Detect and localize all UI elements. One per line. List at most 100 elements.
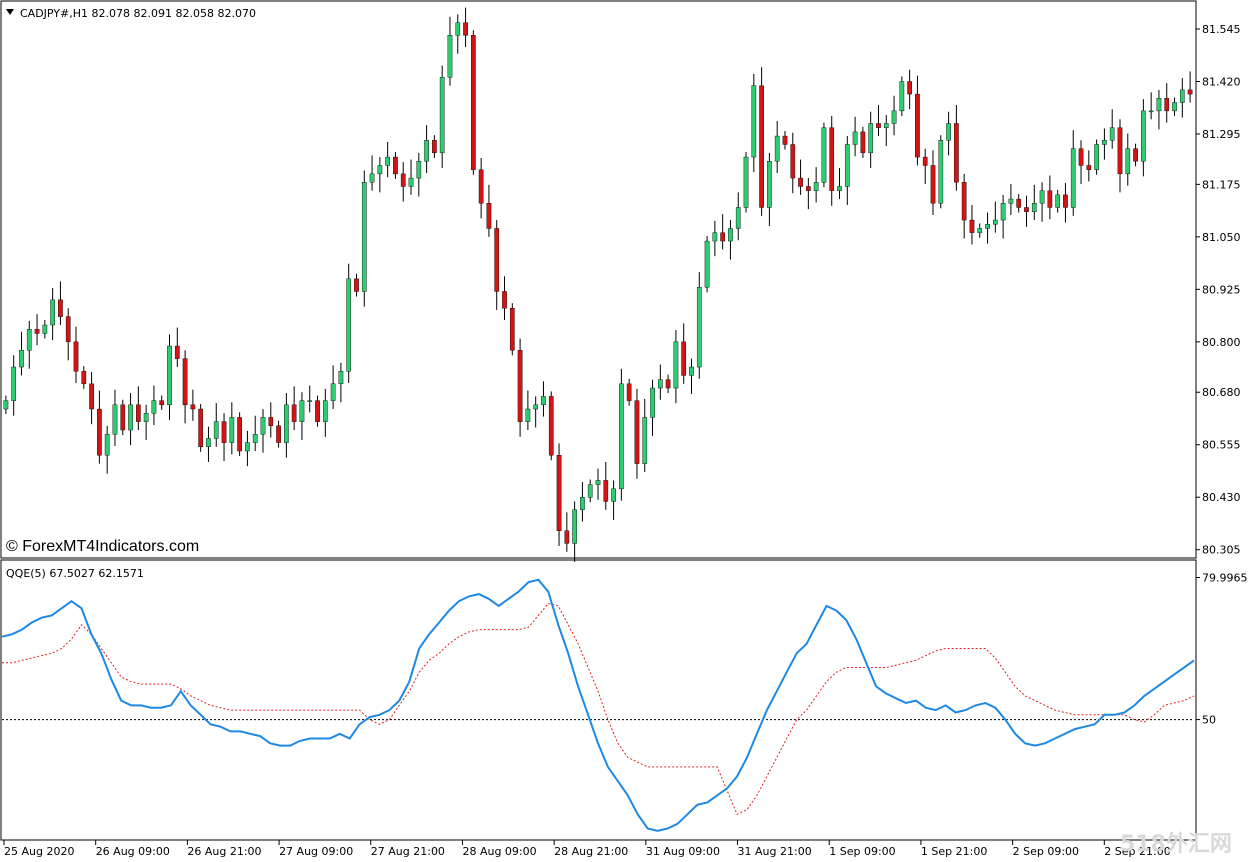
bull-candle <box>767 161 772 208</box>
bull-candle <box>1172 102 1177 112</box>
bear-candle <box>182 358 188 406</box>
bull-candle <box>1102 140 1107 145</box>
bear-candle <box>486 203 492 229</box>
bull-candle <box>525 408 531 422</box>
bull-candle <box>580 497 585 511</box>
bear-candle <box>954 123 959 183</box>
bull-candle <box>704 240 710 288</box>
bull-candle <box>673 341 679 389</box>
bear-candle <box>548 396 554 456</box>
bull-candle <box>1109 127 1115 141</box>
bull-candle <box>813 182 819 191</box>
bear-candle <box>494 228 500 292</box>
time-tick-label: 26 Aug 21:00 <box>187 845 261 858</box>
bull-candle <box>1039 190 1045 204</box>
bull-candle <box>696 287 702 368</box>
bull-candle <box>821 127 827 183</box>
bear-candle <box>73 341 79 372</box>
bull-candle <box>728 228 733 242</box>
bull-candle <box>650 387 655 418</box>
time-tick-label: 27 Aug 09:00 <box>279 845 353 858</box>
price-tick-label: 80.680 <box>1202 386 1241 399</box>
bull-candle <box>868 123 874 154</box>
bull-candle <box>361 182 367 292</box>
bull-candle <box>455 22 461 36</box>
indicator-panel-header: QQE(5) 67.5027 62.1571 <box>6 567 144 580</box>
time-tick-label: 26 Aug 09:00 <box>96 845 170 858</box>
price-tick-label: 81.420 <box>1202 75 1241 88</box>
bull-candle <box>260 417 266 435</box>
bull-candle <box>26 329 32 351</box>
time-tick-label: 28 Aug 09:00 <box>462 845 536 858</box>
time-tick-label: 31 Aug 09:00 <box>646 845 720 858</box>
bear-candle <box>922 156 928 166</box>
bull-candle <box>657 379 663 389</box>
bull-candle <box>751 85 757 158</box>
bull-candle <box>346 278 352 372</box>
bear-candle <box>634 400 640 464</box>
bear-candle <box>276 425 281 443</box>
bull-candle <box>1055 194 1061 208</box>
bear-candle <box>34 329 40 334</box>
bear-candle <box>876 123 881 128</box>
bull-candle <box>330 383 336 401</box>
bull-candle <box>112 404 118 435</box>
time-axis: 25 Aug 2020 26 Aug 09:00 26 Aug 21:00 27 Au… <box>3 840 1171 858</box>
bull-candle <box>642 417 648 464</box>
bull-candle <box>284 404 289 443</box>
bear-candle <box>291 404 297 422</box>
qqe-tick-label: 50 <box>1202 714 1216 727</box>
bear-candle <box>400 173 406 187</box>
bull-candle <box>307 400 313 402</box>
bear-candle <box>915 93 920 158</box>
bear-candle <box>1187 89 1193 95</box>
time-tick-label: 2 Sep 09:00 <box>1013 845 1079 858</box>
bull-candle <box>447 35 453 78</box>
indicator-panel-frame <box>0 559 1197 841</box>
bear-candle <box>268 417 274 427</box>
bear-candle <box>1117 127 1123 175</box>
bull-candle <box>50 299 55 326</box>
bear-candle <box>681 341 687 376</box>
bear-candle <box>829 127 835 191</box>
bear-candle <box>120 404 126 431</box>
price-axis: 81.545 81.420 81.295 81.175 81.050 80.925 80.8… <box>1196 23 1241 557</box>
bull-candle <box>541 396 546 406</box>
price-tick-label: 81.175 <box>1202 178 1241 191</box>
bear-candle <box>237 417 242 452</box>
bear-candle <box>97 408 102 456</box>
bear-candle <box>471 35 476 170</box>
bear-candle <box>159 400 165 406</box>
bull-candle <box>1070 148 1076 208</box>
bull-candle <box>377 165 383 175</box>
time-tick-label: 2 Sep 21:00 <box>1104 845 1170 858</box>
bull-candle <box>774 135 780 162</box>
bull-candle <box>151 400 157 414</box>
price-panel-frame <box>0 0 1197 559</box>
price-tick-label: 81.295 <box>1202 128 1241 141</box>
candlestick-series <box>3 7 1193 562</box>
time-tick-label: 1 Sep 09:00 <box>829 845 895 858</box>
bull-candle <box>852 131 858 145</box>
bear-candle <box>509 308 515 351</box>
price-tick-label: 81.545 <box>1202 23 1241 36</box>
bull-candle <box>619 383 624 490</box>
bull-candle <box>1008 198 1014 204</box>
bear-candle <box>556 455 562 532</box>
dropdown-triangle-icon[interactable] <box>6 9 14 15</box>
bull-candle <box>143 413 149 422</box>
bull-candle <box>3 400 9 410</box>
bear-candle <box>517 350 523 422</box>
time-tick-label: 1 Sep 21:00 <box>921 845 987 858</box>
bull-candle <box>369 173 375 183</box>
bull-candle <box>1031 203 1037 212</box>
price-tick-label: 80.555 <box>1202 439 1241 452</box>
bear-candle <box>1164 98 1170 112</box>
corner-logo: 518外汇网 <box>1120 831 1232 857</box>
qqe-signal-line <box>2 602 1195 815</box>
bull-candle <box>1148 110 1154 113</box>
time-tick-label: 25 Aug 2020 <box>4 845 74 858</box>
bull-candle <box>712 232 718 242</box>
qqe-lines <box>1 578 1195 832</box>
